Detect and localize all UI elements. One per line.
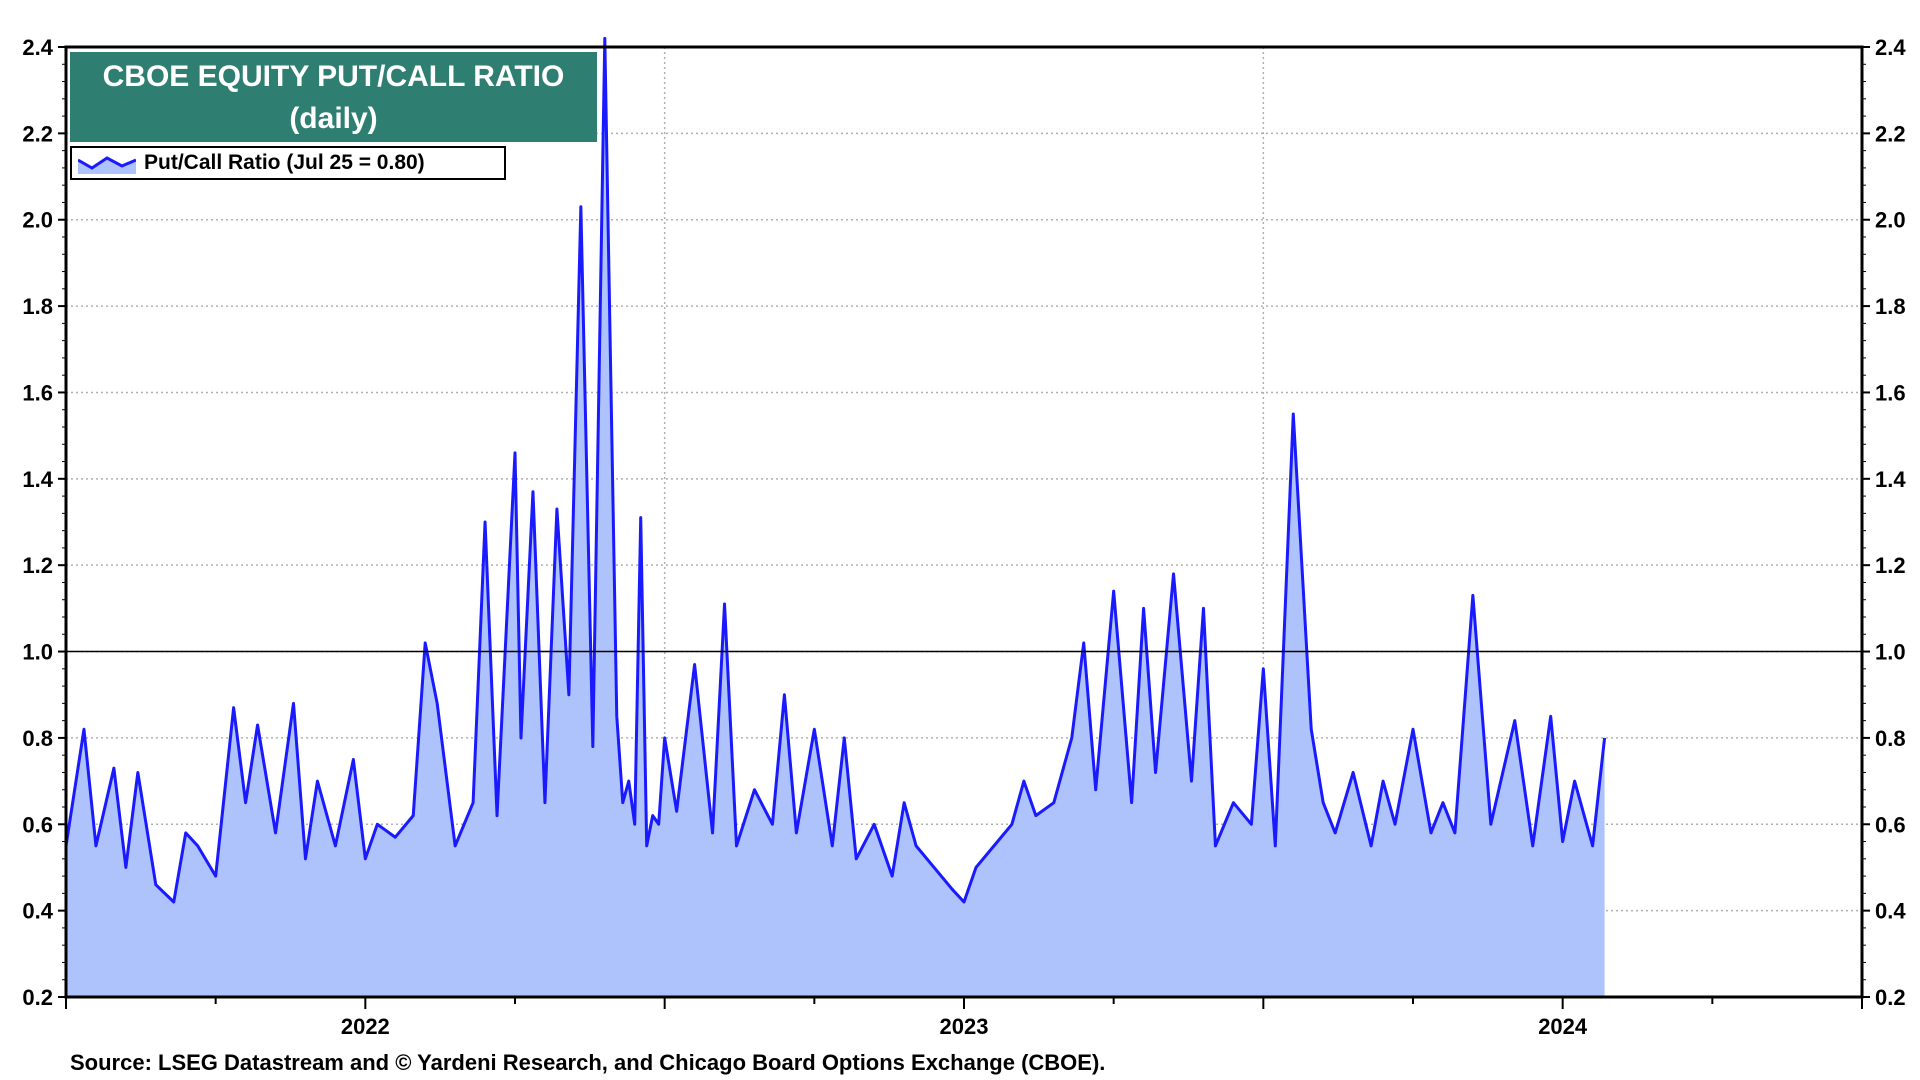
y-tick-label-left: 2.4 <box>22 35 53 60</box>
y-axis-left: 0.2 0.4 0.6 0.8 1.0 1.2 1.4 1.6 1.8 2.0 2.2 2.4 <box>22 35 66 1010</box>
y-tick-label-right: 0.6 <box>1875 812 1906 837</box>
y-tick-label-left: 1.4 <box>22 467 53 492</box>
y-tick-label-right: 1.0 <box>1875 640 1906 665</box>
y-tick-label-right: 2.4 <box>1875 35 1906 60</box>
x-tick-label: 2023 <box>940 1014 989 1039</box>
legend-swatch <box>78 156 136 174</box>
y-tick-label-left: 0.8 <box>22 726 53 751</box>
y-tick-label-right: 0.8 <box>1875 726 1906 751</box>
x-axis: 2022 2023 2024 <box>65 997 1863 1039</box>
y-tick-label-left: 0.2 <box>22 985 53 1010</box>
legend: Put/Call Ratio (Jul 25 = 0.80) <box>70 146 506 180</box>
x-tick-label: 2024 <box>1538 1014 1588 1039</box>
y-tick-label-right: 2.0 <box>1875 208 1906 233</box>
y-tick-label-left: 1.0 <box>22 640 53 665</box>
chart-title: CBOE EQUITY PUT/CALL RATIO <box>102 60 565 93</box>
y-tick-label-right: 0.2 <box>1875 985 1906 1010</box>
source-note: Source: LSEG Datastream and © Yardeni Re… <box>70 1050 1106 1075</box>
legend-label: Put/Call Ratio (Jul 25 = 0.80) <box>144 151 425 174</box>
x-tick-label: 2022 <box>341 1014 390 1039</box>
y-tick-label-left: 0.4 <box>22 899 53 924</box>
y-tick-label-right: 1.4 <box>1875 467 1906 492</box>
area-fill <box>66 38 1605 997</box>
y-tick-label-left: 1.6 <box>22 380 53 405</box>
y-tick-label-left: 0.6 <box>22 812 53 837</box>
area-series <box>64 36 1607 997</box>
y-tick-label-right: 1.2 <box>1875 553 1906 578</box>
y-tick-label-left: 2.0 <box>22 208 53 233</box>
chart-title-box: CBOE EQUITY PUT/CALL RATIO (daily) <box>70 52 597 142</box>
y-axis-right: 0.2 0.4 0.6 0.8 1.0 1.2 1.4 1.6 1.8 2.0 2.2 2.4 <box>1862 35 1906 1010</box>
y-tick-label-right: 1.8 <box>1875 294 1906 319</box>
y-tick-label-right: 2.2 <box>1875 121 1906 146</box>
y-tick-label-left: 1.8 <box>22 294 53 319</box>
chart-subtitle: (daily) <box>289 102 378 135</box>
y-tick-label-left: 1.2 <box>22 553 53 578</box>
y-tick-label-right: 0.4 <box>1875 899 1906 924</box>
y-tick-label-left: 2.2 <box>22 121 53 146</box>
y-tick-label-right: 1.6 <box>1875 380 1906 405</box>
